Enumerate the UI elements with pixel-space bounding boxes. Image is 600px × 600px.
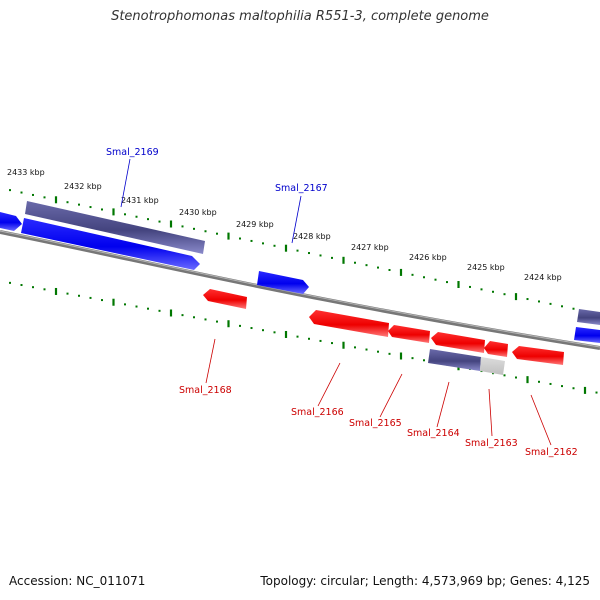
gene-arrow[interactable] (0, 212, 22, 231)
genome-backbone-highlight (0, 230, 600, 348)
label-leaders (120, 158, 552, 446)
gene-arrow-smal-2162[interactable] (512, 346, 564, 365)
gene-arrow-smal-2168[interactable] (203, 289, 247, 309)
gene-arrow[interactable] (574, 327, 600, 343)
scale-label: 2430 kbp (179, 208, 217, 217)
reverse-genes (203, 289, 564, 375)
scale-label: 2433 kbp (7, 168, 45, 177)
gene-label-smal-2164[interactable]: Smal_2164 (407, 428, 460, 439)
scale-label: 2428 kbp (293, 232, 331, 241)
scale-label: 2429 kbp (236, 220, 274, 229)
gene-label-smal-2166[interactable]: Smal_2166 (291, 407, 344, 418)
scale-label: 2426 kbp (409, 253, 447, 262)
scale-label: 2427 kbp (351, 243, 389, 252)
scale-label: 2431 kbp (121, 196, 159, 205)
gene-labels: Smal_2169 Smal_2167 Smal_2168 Smal_2166 … (106, 147, 578, 458)
genome-backbone (0, 230, 600, 350)
gene-label-smal-2162[interactable]: Smal_2162 (525, 447, 578, 458)
gene-arrow-smal-2169[interactable] (25, 201, 205, 254)
scale-label: 2424 kbp (524, 273, 562, 282)
gene-arrow-pseudo[interactable] (480, 357, 505, 375)
gene-label-smal-2165[interactable]: Smal_2165 (349, 418, 402, 429)
genome-summary-text: Topology: circular; Length: 4,573,969 bp… (260, 574, 590, 588)
gene-arrow-smal-2164[interactable] (431, 332, 485, 353)
accession-text: Accession: NC_011071 (9, 574, 146, 588)
gene-arrow-smal-2163[interactable] (484, 341, 508, 357)
scale-label: 2425 kbp (467, 263, 505, 272)
gene-label-smal-2167[interactable]: Smal_2167 (275, 183, 328, 194)
gene-arrow-smal-2166[interactable] (309, 310, 389, 337)
gene-arrow-smal-2165[interactable] (388, 325, 430, 343)
gene-label-smal-2163[interactable]: Smal_2163 (465, 438, 518, 449)
gene-arrow[interactable] (21, 218, 200, 270)
gene-label-smal-2168[interactable]: Smal_2168 (179, 385, 232, 396)
gene-arrow-smal-2167[interactable] (257, 271, 309, 294)
forward-genes (0, 201, 600, 343)
gene-arrow-pseudo[interactable] (428, 349, 481, 371)
scale-labels: 2433 kbp 2432 kbp 2431 kbp 2430 kbp 2429 kbp… (7, 168, 562, 282)
scale-label: 2432 kbp (64, 182, 102, 191)
gene-label-smal-2169[interactable]: Smal_2169 (106, 147, 159, 158)
genome-title: Stenotrophomonas maltophilia R551-3, com… (111, 9, 489, 24)
gene-arrow[interactable] (577, 309, 600, 325)
